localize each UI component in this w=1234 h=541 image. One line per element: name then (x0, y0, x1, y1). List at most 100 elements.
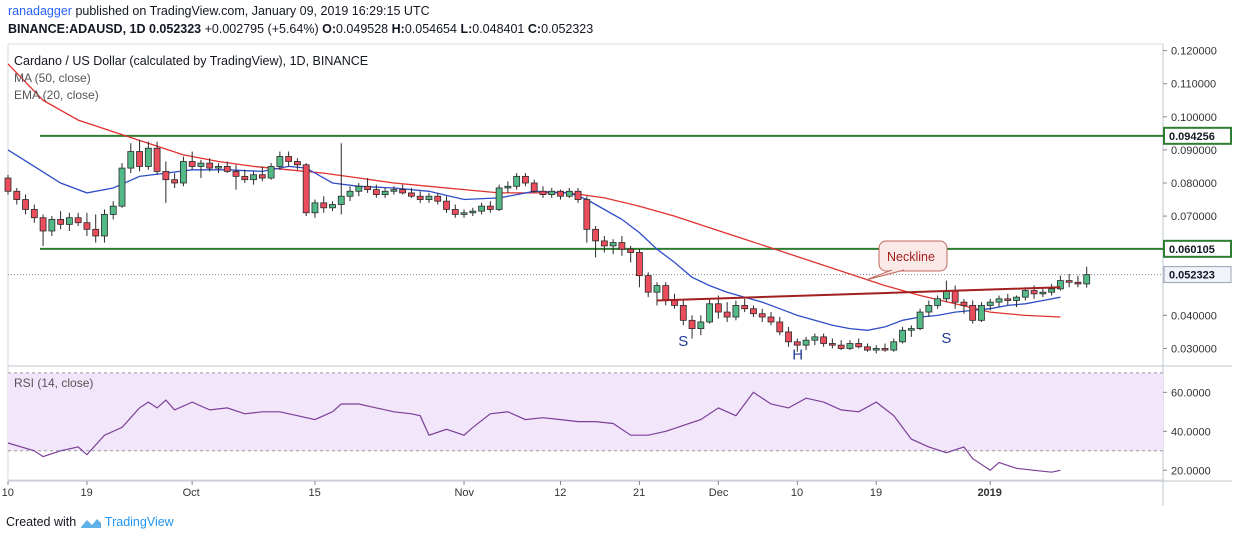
pattern-label: S (941, 330, 951, 347)
rsi-line (7, 391, 1061, 473)
candle-body (1021, 290, 1029, 298)
candle-body (697, 321, 705, 329)
candle-body (618, 242, 626, 250)
candle-body (153, 147, 161, 172)
candle-body (1048, 288, 1056, 293)
candle-body (381, 190, 389, 195)
price-tick-label: 0.090000 (1171, 145, 1217, 157)
candle-body (495, 187, 503, 210)
candle-body (539, 190, 547, 195)
candle-body (223, 166, 231, 172)
time-tick-label: 12 (554, 487, 566, 499)
candle-body (39, 217, 47, 232)
price-tick-label: 0.040000 (1171, 310, 1217, 322)
low-value: 0.048401 (472, 22, 525, 36)
candle-body (557, 190, 564, 197)
candle-body (136, 151, 143, 167)
time-axis[interactable]: 10 19 Oct 15 Nov 12 21 Dec 10 19 2019 (2, 481, 1002, 499)
candle-body (530, 182, 538, 192)
candle-body (451, 209, 459, 215)
price-label-text: 0.094256 (1169, 131, 1215, 143)
candle-body (197, 162, 205, 167)
candle-body (802, 339, 810, 346)
candle-body (522, 175, 529, 184)
candle-body (460, 212, 468, 215)
candle-body (92, 228, 100, 237)
tradingview-link[interactable]: TradingView (104, 515, 174, 529)
time-tick-label: 19 (870, 487, 882, 499)
symbol: BINANCE:ADAUSD, 1D (8, 22, 146, 36)
candle-body (408, 192, 415, 197)
open-value: 0.049528 (335, 22, 389, 36)
price-tick-label: 0.070000 (1171, 211, 1217, 223)
candle-body (1065, 280, 1073, 283)
candle-body (907, 328, 915, 331)
candle-body (785, 331, 792, 343)
candle-body (609, 242, 617, 247)
high-value: 0.054654 (404, 22, 457, 36)
candlesticks (4, 139, 1091, 354)
candle-body (899, 329, 906, 343)
candle-body (1013, 296, 1020, 301)
candle-body (250, 174, 257, 181)
price-tick-label: 0.030000 (1171, 343, 1217, 355)
candle-body (144, 147, 152, 167)
time-tick-label: 2019 (977, 487, 1001, 499)
rsi-tick-label: 60.0000 (1171, 387, 1211, 399)
candle-body (574, 190, 582, 200)
price-axis[interactable]: 0.120000 0.110000 0.100000 0.090000 0.080000… (1163, 46, 1232, 356)
pattern-labels: SHS (678, 330, 951, 364)
candle-body (758, 313, 766, 318)
candle-body (662, 285, 670, 301)
pattern-label: H (792, 346, 803, 363)
neckline-callout-box (878, 240, 948, 272)
candle-body (934, 298, 942, 306)
candle-body (22, 199, 29, 210)
candle-body (828, 343, 836, 346)
candle-body (916, 311, 924, 329)
price-label-text: 0.052323 (1169, 270, 1215, 282)
candle-body (855, 343, 863, 348)
price-tick-label: 0.110000 (1171, 79, 1216, 91)
price-change: +0.002795 (+5.64%) (204, 22, 319, 36)
candle-body (478, 205, 485, 212)
candle-body (1083, 274, 1091, 285)
candle-body (644, 275, 652, 293)
candle-body (65, 217, 73, 225)
tradingview-logo-icon (80, 518, 101, 528)
candle-body (741, 305, 749, 310)
candle-body (127, 151, 135, 169)
candle-body (723, 311, 731, 318)
author-name[interactable]: ranadagger (8, 4, 72, 18)
pattern-label: S (678, 333, 688, 350)
candle-body (13, 190, 21, 200)
candle-body (969, 305, 977, 321)
candle-body (390, 189, 398, 192)
candle-body (83, 222, 91, 230)
candle-body (320, 202, 328, 209)
candle-body (1004, 298, 1012, 301)
candle-body (232, 171, 240, 177)
time-tick-label: Nov (454, 487, 474, 499)
candle-body (311, 202, 319, 214)
publish-info: ranadagger published on TradingView.com,… (8, 4, 430, 18)
candle-body (548, 190, 556, 195)
price-tick-label: 0.080000 (1171, 178, 1217, 190)
candle-body (714, 303, 722, 313)
candle-body (671, 300, 678, 306)
candle-body (890, 341, 898, 351)
candle-body (636, 252, 643, 277)
rsi-tick-label: 40.0000 (1171, 426, 1211, 438)
time-tick-label: 10 (2, 487, 14, 499)
candle-body (837, 344, 845, 349)
candle-body (267, 166, 275, 179)
candle-body (627, 248, 635, 253)
candle-body (732, 305, 740, 318)
candle-body (653, 285, 661, 293)
ma-legend: MA (50, close) (14, 71, 91, 85)
candle-body (592, 228, 599, 242)
chart-title: Cardano / US Dollar (calculated by Tradi… (14, 54, 369, 68)
candle-body (329, 204, 336, 209)
price-label-box (1163, 126, 1232, 145)
